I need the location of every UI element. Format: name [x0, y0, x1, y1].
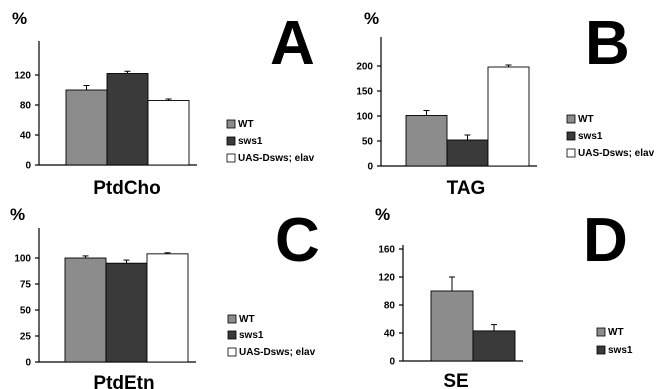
- legend-label: sws1: [238, 136, 263, 147]
- legend-label: sws1: [239, 330, 264, 341]
- y-tick-label-a: 120: [14, 71, 31, 82]
- y-tick-label-a: 40: [20, 131, 32, 142]
- bar-d-sws1: [472, 330, 516, 362]
- legend-c: WT sws1 UAS-Dsws; elav: [227, 314, 316, 358]
- x-axis-label-b: TAG: [447, 178, 486, 199]
- x-axis-label-c: PtdEtn: [93, 373, 154, 389]
- x-axis-label-d: SE: [443, 371, 468, 389]
- bar-d-wt: [430, 290, 474, 362]
- legend-label: UAS-Dsws; elav: [239, 347, 316, 358]
- y-tick-label-b: 200: [356, 62, 373, 73]
- y-axis-label-b: %: [364, 9, 379, 28]
- legend-label: sws1: [578, 131, 603, 142]
- panel-b: B% 0 50 100 150 200 TAG WT sws1 UAS-Dsws; elav: [356, 9, 654, 199]
- y-tick-label-b: 0: [367, 162, 373, 173]
- legend-label: WT: [239, 314, 255, 325]
- legend-d: WT sws1: [596, 327, 633, 356]
- panel-a: A% 0 40 80 120 PtdCho WT sws1 UAS-Dsws; elav: [12, 9, 315, 199]
- legend-swatch: [566, 148, 576, 158]
- y-axis-label-d: %: [375, 205, 390, 224]
- bar-c-sws1: [105, 262, 148, 363]
- legend-swatch: [566, 131, 576, 141]
- y-tick-label-d: 120: [378, 273, 395, 284]
- bar-a-sws1: [106, 73, 149, 166]
- y-tick-label-c: 25: [20, 332, 32, 343]
- y-tick-label-c: 50: [20, 306, 32, 317]
- y-tick-label-b: 100: [356, 112, 373, 123]
- legend-swatch: [226, 153, 236, 163]
- legend-label: UAS-Dsws; elav: [238, 153, 315, 164]
- x-axis-label-a: PtdCho: [93, 178, 161, 199]
- y-tick-label-b: 150: [356, 87, 373, 98]
- legend-swatch: [566, 114, 576, 124]
- legend-label: sws1: [608, 345, 633, 356]
- panel-c: C% 0 25 50 75 100 PtdEtn WT sws1 UAS-Dsws; elav: [10, 205, 320, 389]
- panel-d: D% 0 40 80 120 160 SE WT sws1: [375, 205, 633, 389]
- y-tick-label-d: 80: [384, 301, 396, 312]
- legend-swatch: [596, 327, 606, 337]
- legend-swatch: [596, 345, 606, 355]
- legend-swatch: [226, 119, 236, 129]
- panel-letter-d: D: [583, 206, 628, 275]
- y-axis-label-a: %: [12, 9, 27, 28]
- y-tick-label-d: 40: [384, 329, 396, 340]
- bar-a-wt: [65, 89, 108, 166]
- legend-swatch: [227, 330, 237, 340]
- y-tick-label-d: 160: [378, 245, 395, 256]
- legend-swatch: [226, 136, 236, 146]
- y-tick-label-b: 50: [362, 137, 374, 148]
- bar-b-wt: [405, 115, 448, 167]
- legend-label: WT: [238, 119, 254, 130]
- y-tick-label-d: 0: [389, 357, 395, 368]
- bar-b-uas-dsws-elav: [487, 66, 530, 167]
- bar-c-uas-dsws-elav: [146, 253, 189, 363]
- legend-label: WT: [608, 327, 624, 338]
- y-tick-label-c: 100: [14, 254, 31, 265]
- y-axis-label-c: %: [10, 205, 25, 224]
- panel-letter-b: B: [585, 9, 630, 78]
- bar-c-wt: [64, 257, 107, 363]
- y-tick-label-a: 0: [25, 161, 31, 172]
- panel-letter-c: C: [275, 206, 320, 275]
- bar-a-uas-dsws-elav: [147, 100, 190, 166]
- bar-b-sws1: [446, 139, 489, 167]
- y-tick-label-a: 80: [20, 101, 32, 112]
- panel-letter-a: A: [270, 9, 315, 78]
- legend-swatch: [227, 314, 237, 324]
- legend-swatch: [227, 347, 237, 357]
- y-tick-label-c: 75: [20, 280, 32, 291]
- legend-label: WT: [578, 114, 594, 125]
- y-tick-label-c: 0: [25, 358, 31, 369]
- legend-label: UAS-Dsws; elav: [578, 148, 655, 159]
- legend-b: WT sws1 UAS-Dsws; elav: [566, 114, 655, 159]
- legend-a: WT sws1 UAS-Dsws; elav: [226, 119, 315, 164]
